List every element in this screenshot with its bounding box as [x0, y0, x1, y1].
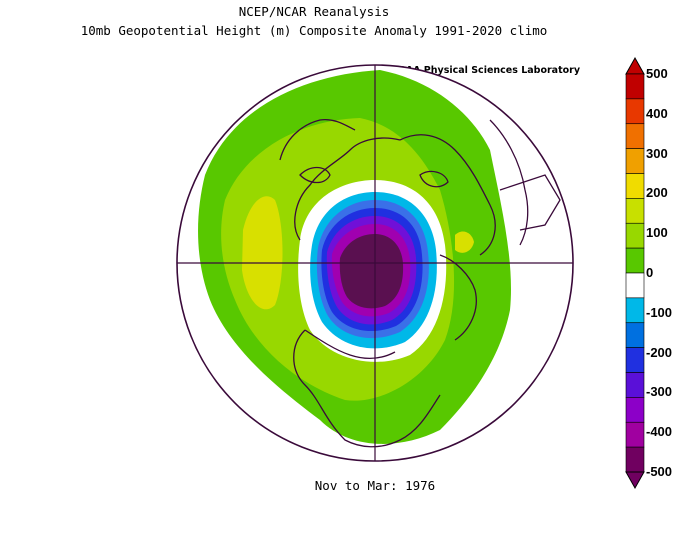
colorbar-segment: [625, 272, 645, 299]
colorbar-tick-label: -400: [646, 424, 673, 440]
neg-500-core: [339, 234, 404, 309]
colorbar-tick-label: -200: [646, 344, 673, 360]
colorbar-segment: [625, 446, 645, 473]
positive-anomaly-200: [242, 196, 283, 310]
colorbar-tick-label: 300: [646, 145, 668, 161]
colorbar-segment: [625, 322, 645, 348]
colorbar-segment: [625, 372, 645, 398]
colorbar-segment: [625, 148, 645, 174]
colorbar-tick-label: -100: [646, 304, 673, 320]
colorbar-tick-label: -500: [646, 464, 673, 479]
coastlines: [279, 119, 561, 448]
colorbar-segment: [625, 421, 645, 448]
colorbar-segment: [625, 397, 645, 423]
light-green-pacific: [330, 371, 370, 394]
colorbar-segment: [625, 198, 645, 224]
colorbar-segment: [625, 73, 645, 100]
time-period-label: Nov to Mar: 1976: [314, 478, 436, 493]
colorbar-segment: [625, 222, 645, 249]
colorbar-segment: [625, 123, 645, 149]
colorbar-tick-label: 0: [646, 265, 654, 280]
colorbar-segment: [625, 297, 645, 324]
colorbar-segment: [625, 98, 645, 125]
colorbar-tick-label: 500: [646, 66, 668, 81]
colorbar-tick-label: 100: [646, 225, 668, 241]
credit-label: NOAA Physical Sciences Laboratory: [390, 65, 581, 76]
chart-subtitle: 10mb Geopotential Height (m) Composite A…: [80, 23, 548, 38]
colorbar-tick-label: -300: [646, 384, 673, 400]
colorbar-segment: [625, 247, 645, 274]
map-boundary: [176, 64, 574, 462]
colorbar-max-arrow: [625, 56, 645, 75]
colorbar-segment: [625, 173, 645, 199]
colorbar-tick-label: 400: [646, 105, 668, 121]
colorbar-min-arrow: [625, 471, 645, 490]
positive-anomaly-200-eurasia: [455, 231, 474, 253]
colorbar: [625, 56, 645, 490]
colorbar-tick-label: 200: [646, 185, 668, 201]
colorbar-segment: [625, 347, 645, 373]
chart-title: NCEP/NCAR Reanalysis: [238, 4, 390, 19]
